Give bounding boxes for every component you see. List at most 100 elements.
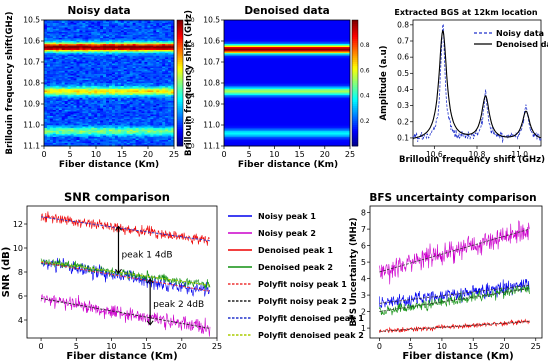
heatmap-cell [111,123,116,126]
heatmap-cell [103,21,107,24]
heatmap-cell [156,83,160,85]
heatmap-cell [67,41,71,43]
heatmap-cell [129,23,134,25]
heatmap-cell [100,39,104,42]
heatmap-cell [61,59,66,61]
heatmap-cell [70,63,74,66]
heatmap-cell [67,92,71,94]
colorbar-step [177,106,183,109]
heatmap-cell [58,116,63,118]
heatmap-cell [156,72,160,75]
heatmap-cell [123,131,128,133]
heatmap-cell [150,86,154,88]
heatmap-cell [109,77,113,79]
heatmap-cell [141,27,145,30]
heatmap-cell [100,102,104,105]
heatmap-cell [171,35,175,37]
heatmap-cell [85,41,89,43]
heatmap-cell [171,24,175,27]
heatmap-cell [94,96,98,99]
heatmap-cell [58,110,63,112]
heatmap-cell [138,123,142,126]
heatmap-cell [64,116,69,118]
heatmap-cell [103,27,107,30]
heatmap-cell [156,57,160,60]
heatmap-cell [111,81,116,84]
heatmap-cell [100,129,104,132]
heatmap-cell [106,56,110,58]
heatmap-cell [44,123,48,126]
heatmap-cell [100,21,104,24]
heatmap-cell [153,42,157,45]
heatmap-cell [123,99,128,102]
colorbar-step [352,57,358,61]
heatmap-cell [46,72,51,75]
heatmap-cell [162,128,166,130]
heatmap-row [224,110,350,112]
heatmap-cell [150,131,154,133]
heatmap-cell [55,48,60,51]
heatmap-cell [109,83,113,85]
noisy-series-line [40,293,211,337]
heatmap-cell [70,129,74,132]
heatmap-cell [129,140,134,142]
heatmap-cell [165,132,169,135]
heatmap-cell [79,53,83,55]
heatmap-cell [138,96,142,99]
heatmap-cell [171,57,175,60]
heatmap-cell [46,134,51,136]
heatmap-row [224,81,350,84]
heatmap-cell [114,78,119,81]
heatmap-cell [141,93,145,96]
heatmap-cell [106,131,110,133]
heatmap-cell [44,41,48,43]
heatmap-cell [120,83,125,85]
heatmap-cell [123,110,128,112]
heatmap-cell [150,107,154,109]
heatmap-cell [88,59,92,61]
heatmap-cell [97,68,101,70]
heatmap-cell [67,47,71,49]
heatmap-cell [82,74,86,76]
heatmap-cell [109,45,113,48]
heatmap-cell [76,108,80,111]
heatmap-cell [120,65,125,67]
heatmap-cell [126,54,131,57]
heatmap-cell [126,144,131,147]
heatmap-cell [100,120,104,123]
heatmap-cell [109,65,113,67]
heatmap-cell [97,107,101,109]
heatmap-cell [79,113,83,115]
heatmap-cell [159,38,163,40]
heatmap-cell [103,50,107,52]
heatmap-cell [162,110,166,112]
heatmap-cell [153,32,157,34]
heatmap-cell [162,66,166,69]
heatmap-cell [153,104,157,106]
heatmap-cell [76,114,80,117]
heatmap-cell [106,77,110,79]
heatmap-cell [132,104,136,106]
heatmap-cell [49,135,54,138]
heatmap-cell [79,23,83,25]
heatmap-cell [76,113,80,115]
heatmap-cell [76,125,80,127]
heatmap-cell [67,53,71,55]
heatmap-cell [153,125,157,127]
heatmap-cell [76,102,80,105]
heatmap-cell [141,137,145,139]
heatmap-cell [70,122,74,124]
heatmap-cell [91,137,95,139]
heatmap-cell [94,50,98,52]
heatmap-cell [79,96,83,99]
heatmap-cell [132,143,136,145]
legend-label: Denoised peak 2 [258,263,333,272]
heatmap-cell [129,128,134,130]
heatmap-cell [94,60,98,63]
heatmap-cell [111,24,116,27]
heatmap-cell [91,86,95,88]
y-tick-label: 0.4 [397,85,409,94]
heatmap-cell [144,51,148,54]
heatmap-cell [135,60,139,63]
heatmap-cell [150,96,154,99]
